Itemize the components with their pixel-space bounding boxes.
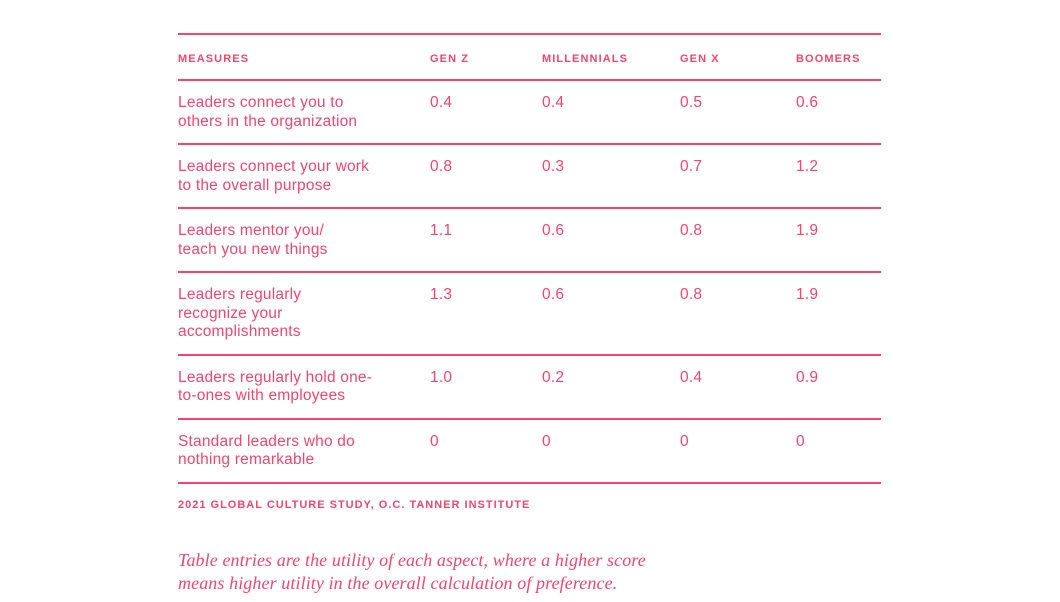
measure-label: Standard leaders who do nothing remarkab…	[178, 432, 355, 469]
table-row: Leaders connect you to others in the org…	[178, 81, 881, 145]
value-gen-z: 1.0	[430, 368, 453, 386]
value-gen-z: 1.3	[430, 286, 453, 303]
value-gen-x: 0	[680, 432, 689, 450]
column-header-measures: MEASURES	[178, 53, 250, 65]
value-millennials: 0.6	[542, 222, 565, 239]
table-row: Leaders connect your work to the overall…	[178, 145, 881, 209]
value-gen-z: 0.8	[430, 158, 453, 175]
column-header-gen-x: GEN X	[680, 53, 720, 65]
table-row: Leaders regularly hold one- to-ones with…	[178, 356, 881, 420]
value-boomers: 0.9	[796, 368, 819, 386]
column-header-gen-z: GEN Z	[430, 53, 470, 65]
utility-table-figure: MEASURES GEN Z MILLENNIALS GEN X BOOMERS…	[178, 33, 881, 596]
value-millennials: 0.3	[542, 158, 565, 175]
value-gen-x: 0.5	[680, 94, 703, 111]
table-header-row: MEASURES GEN Z MILLENNIALS GEN X BOOMERS	[178, 35, 881, 81]
column-header-millennials: MILLENNIALS	[542, 53, 629, 65]
table-row: Leaders mentor you/ teach you new things…	[178, 209, 881, 273]
value-millennials: 0.4	[542, 94, 565, 111]
value-gen-z: 1.1	[430, 222, 453, 239]
value-boomers: 0.6	[796, 94, 819, 111]
measure-label: Leaders mentor you/ teach you new things	[178, 222, 328, 258]
value-boomers: 1.9	[796, 222, 819, 239]
value-millennials: 0	[542, 432, 551, 450]
column-header-boomers: BOOMERS	[796, 53, 861, 65]
value-millennials: 0.2	[542, 368, 565, 386]
value-boomers: 1.9	[796, 286, 819, 303]
value-gen-x: 0.7	[680, 158, 703, 175]
value-gen-x: 0.8	[680, 286, 703, 303]
value-gen-z: 0.4	[430, 94, 453, 111]
measure-label: Leaders connect your work to the overall…	[178, 158, 370, 194]
generations-utility-table: MEASURES GEN Z MILLENNIALS GEN X BOOMERS…	[178, 33, 881, 484]
value-gen-z: 0	[430, 432, 439, 450]
table-row: Standard leaders who do nothing remarkab…	[178, 420, 881, 484]
table-row: Leaders regularly recognize your accompl…	[178, 273, 881, 356]
value-boomers: 1.2	[796, 158, 819, 175]
source-attribution: 2021 GLOBAL CULTURE STUDY, O.C. TANNER I…	[178, 498, 531, 511]
value-gen-x: 0.8	[680, 222, 703, 239]
value-boomers: 0	[796, 432, 805, 450]
value-gen-x: 0.4	[680, 368, 703, 386]
measure-label: Leaders connect you to others in the org…	[178, 94, 358, 130]
measure-label: Leaders regularly hold one- to-ones with…	[178, 368, 373, 405]
table-note-caption: Table entries are the utility of each as…	[178, 549, 646, 594]
value-millennials: 0.6	[542, 286, 565, 303]
measure-label: Leaders regularly recognize your accompl…	[178, 286, 302, 340]
